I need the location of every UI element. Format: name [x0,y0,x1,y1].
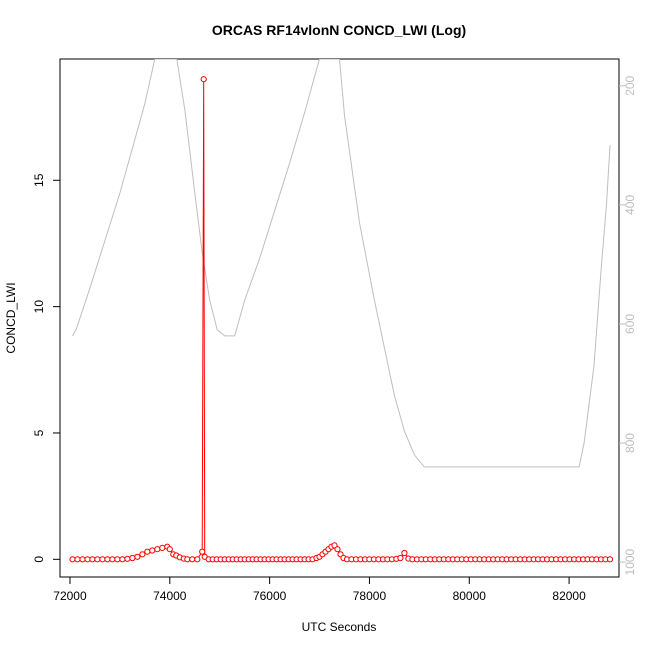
data-point [194,556,201,563]
data-point [184,556,191,563]
x-tick-label: 72000 [53,589,87,603]
y2-tick-label: 200 [623,75,637,95]
data-point [397,554,404,562]
y-axis-label: CONCD_LWI [4,282,18,353]
data-point [134,553,141,560]
data-point [149,547,156,554]
data-point [129,554,136,562]
chart-title: ORCAS RF14vlonN CONCD_LWI (Log) [212,22,466,38]
data-point [99,556,106,563]
x-axis-label: UTC Seconds [302,620,377,634]
data-point [89,556,96,563]
data-point [199,548,206,555]
primary-series-line [72,79,610,560]
y2-tick-label: 1000 [623,548,637,575]
data-point [69,556,76,563]
data-point [79,556,86,563]
data-point [334,546,341,553]
x-tick-label: 80000 [453,589,487,603]
data-point [74,556,81,563]
y2-tick-label: 400 [623,195,637,215]
data-point [119,556,126,563]
data-point [144,548,151,555]
plot-frame [59,58,620,578]
y-tick-label: 0 [32,556,46,563]
data-point [114,556,121,563]
data-point [94,556,101,563]
data-point [109,556,116,563]
y2-tick-label: 800 [623,433,637,453]
y-tick-label: 5 [32,429,46,436]
primary-series [69,76,614,563]
data-point [189,556,196,563]
x-tick-label: 78000 [353,589,387,603]
data-point [124,555,131,562]
y2-tick-label: 600 [623,314,637,334]
data-point [159,544,166,552]
data-point [139,551,146,558]
data-point [606,556,614,563]
data-point [154,546,161,553]
data-point [200,76,207,83]
x-tick-label: 74000 [153,589,187,603]
data-point [166,546,173,553]
x-tick-label: 76000 [253,589,287,603]
y-tick-label: 15 [32,173,46,187]
data-point [401,549,408,557]
x-tick-label: 82000 [552,589,586,603]
secondary-series-line [72,59,611,468]
y-tick-label: 10 [32,300,46,314]
secondary-series [72,59,611,468]
tick-group: 72000 74000 76000 78000 80000 82000 0 5 10 15 200 4… [32,75,637,603]
data-point [104,556,111,563]
